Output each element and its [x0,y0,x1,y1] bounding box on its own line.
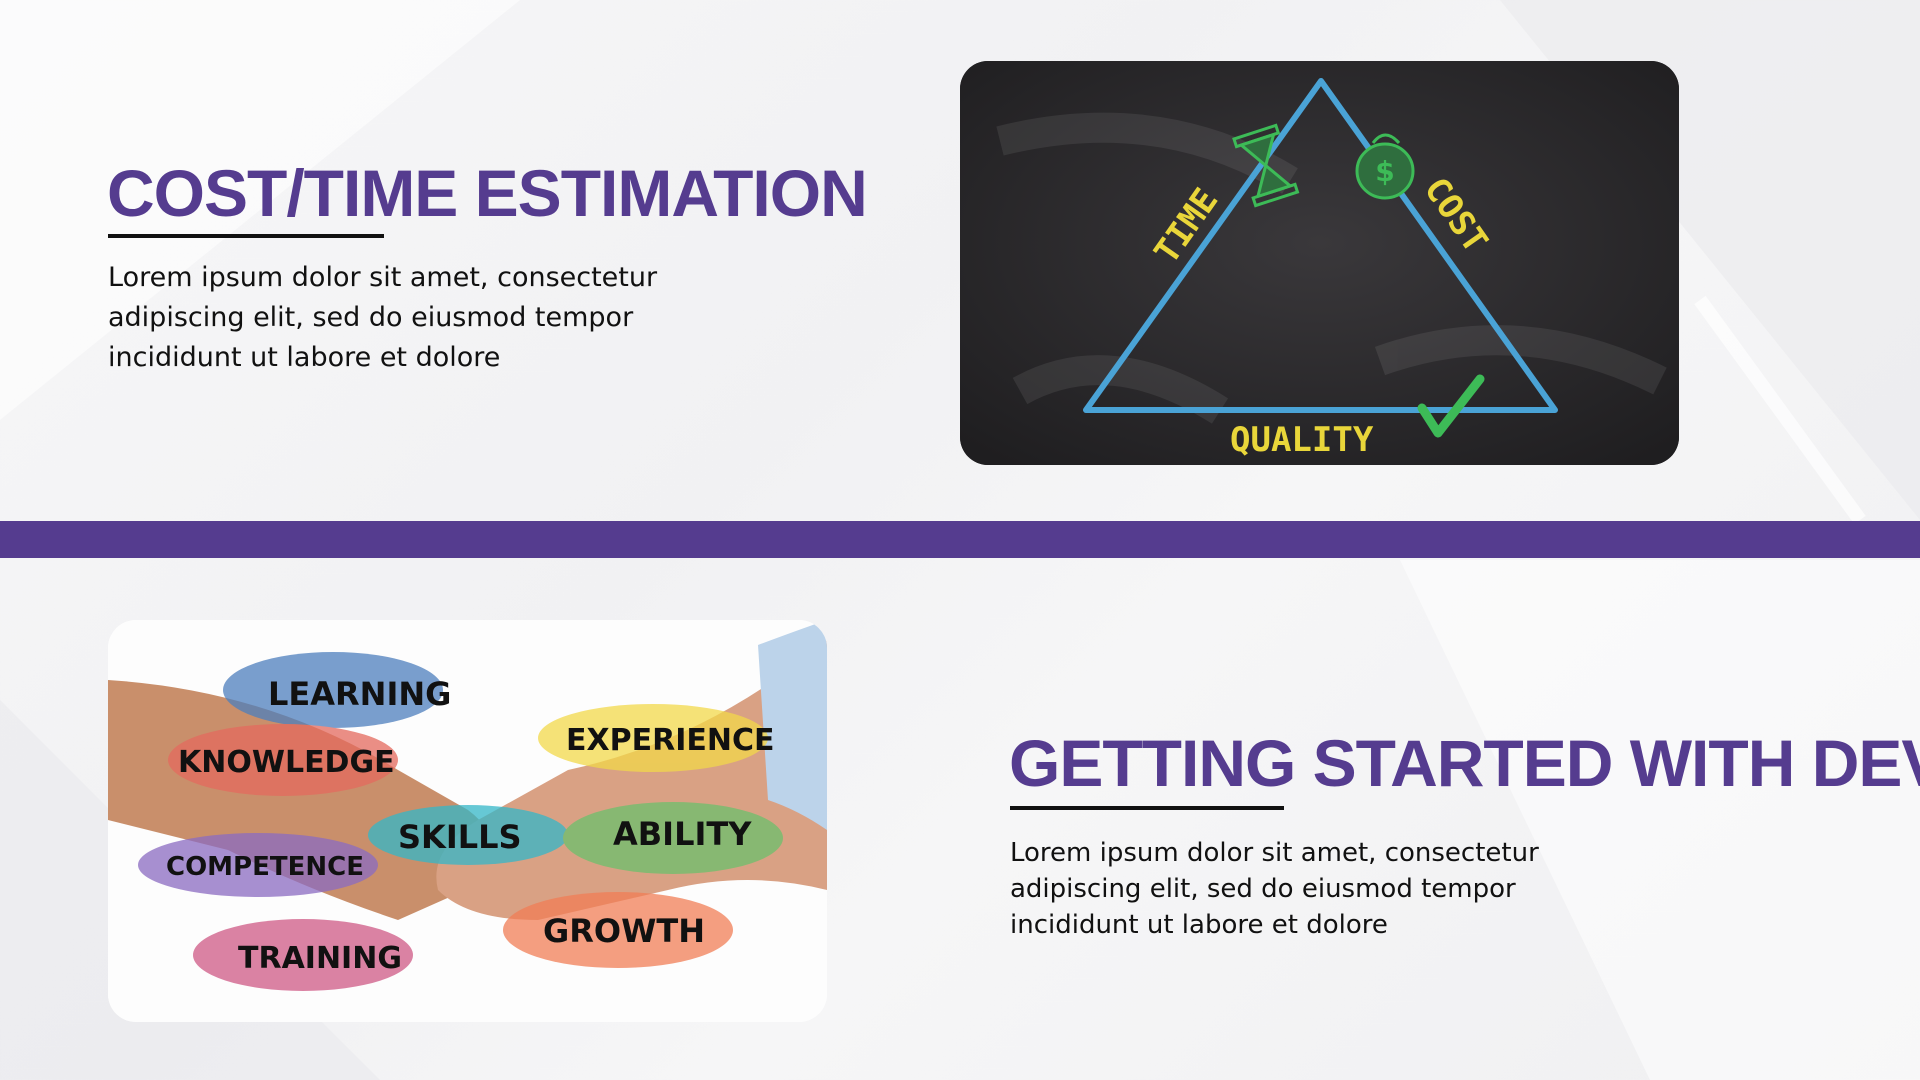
word-experience: EXPERIENCE [566,723,774,758]
scribble-red [168,724,398,796]
scribble-yellow [538,704,768,772]
word-growth: GROWTH [543,912,705,950]
checkmark-icon [1417,374,1485,438]
word-knowledge: KNOWLEDGE [178,745,395,780]
section1-title: COST/TIME ESTIMATION [107,156,868,230]
scribble-pink [193,919,413,991]
money-bag-icon: $ [1355,133,1415,200]
section2-title-underline [1010,806,1284,810]
section1-body: Lorem ipsum dolor sit amet, consectetur … [108,262,658,373]
section2-body: Lorem ipsum dolor sit amet, consectetur … [1010,838,1539,940]
chalkboard-triangle-image: $ TIME COST QUALITY [960,61,1679,465]
word-training: TRAINING [238,941,402,976]
triangle-label-quality: QUALITY [1230,420,1374,460]
triangle-shape [1083,78,1558,413]
divider-band [0,521,1920,558]
handshake-skills-image: LEARNING KNOWLEDGE EXPERIENCE SKILLS ABI… [108,620,827,1022]
section1-title-underline [108,234,384,238]
scribble-blue [223,652,443,728]
section2-title: GETTING STARTED WITH DEV [1009,726,1920,800]
word-ability: ABILITY [613,815,752,853]
scribble-purple [138,833,378,897]
hourglass-icon [1232,123,1300,208]
word-skills: SKILLS [398,818,522,856]
scribble-green [563,802,783,874]
right-sleeve-shape [758,620,827,830]
svg-text:$: $ [1375,155,1394,188]
scribble-orange [503,892,733,968]
word-competence: COMPETENCE [166,852,364,882]
word-learning: LEARNING [268,675,451,713]
scribble-cyan [368,805,568,865]
